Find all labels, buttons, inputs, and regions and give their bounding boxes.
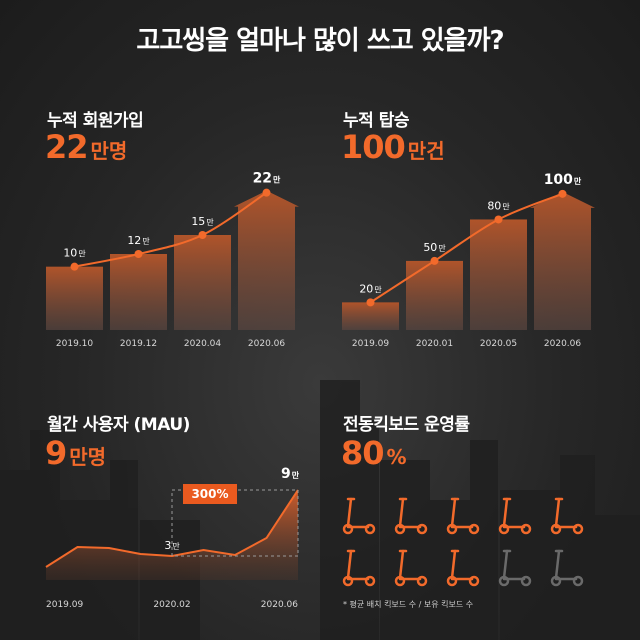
scooter-pictogram bbox=[342, 496, 593, 596]
members-x-tick: 2019.10 bbox=[56, 339, 93, 349]
scooter-active-icon bbox=[342, 549, 376, 587]
scooter-active-icon bbox=[550, 497, 584, 535]
rides-point bbox=[366, 298, 375, 307]
mau-big-unit: 만명 bbox=[69, 445, 107, 469]
members-big-number: 22 bbox=[45, 128, 89, 166]
members-bar bbox=[174, 235, 231, 330]
rides-bar bbox=[470, 219, 527, 330]
mau-x-tick: 2020.02 bbox=[153, 600, 190, 610]
members-point bbox=[262, 188, 271, 197]
rides-value-label: 80만 bbox=[487, 199, 510, 212]
rides-x-tick: 2019.09 bbox=[352, 339, 389, 349]
members-x-tick: 2020.04 bbox=[184, 339, 221, 349]
scooter-active-icon bbox=[498, 497, 532, 535]
members-x-tick: 2020.06 bbox=[248, 339, 285, 349]
rides-x-tick: 2020.05 bbox=[480, 339, 517, 349]
members-point bbox=[134, 250, 143, 258]
scooter-inactive-icon bbox=[550, 549, 584, 587]
members-bar bbox=[234, 190, 299, 330]
members-point bbox=[70, 262, 79, 271]
rides-point bbox=[558, 189, 567, 198]
rides-bar bbox=[530, 191, 595, 330]
scooter-active-icon bbox=[394, 549, 428, 587]
rides-x-tick: 2020.06 bbox=[544, 339, 581, 349]
members-value-label: 15만 bbox=[191, 215, 214, 228]
members-panel-title: 누적 회원가입 bbox=[47, 111, 144, 131]
mau-max-label: 9만 bbox=[281, 466, 300, 482]
page-title: 고고씽을 얼마나 많이 쓰고 있을까? bbox=[136, 26, 504, 56]
rides-x-tick: 2020.01 bbox=[416, 339, 453, 349]
members-point bbox=[198, 231, 207, 239]
members-big-value: 22 만명 bbox=[45, 128, 127, 166]
operation-big-value: 80% bbox=[341, 434, 407, 472]
members-bar-chart: 10만 2019.10 12만 2019.12 15만 2020.04 22만 2020.06 bbox=[46, 171, 299, 349]
scooter-active-icon bbox=[394, 497, 428, 535]
scooter-active-icon bbox=[446, 549, 480, 587]
rides-bar-chart: 20만 2019.09 50만 2020.01 80만 2020.05 100만 2020.0… bbox=[342, 172, 595, 349]
members-bar bbox=[110, 254, 167, 330]
rides-big-unit: 만건 bbox=[407, 139, 445, 163]
rides-value-label: 20만 bbox=[359, 282, 382, 295]
rides-bar bbox=[342, 302, 399, 330]
scooter-active-icon bbox=[446, 497, 480, 535]
mau-big-value: 9 만명 bbox=[45, 434, 106, 472]
operation-big-unit: % bbox=[386, 445, 407, 469]
members-x-tick: 2019.12 bbox=[120, 339, 157, 349]
mau-area-chart: 3만 9만 2019.09 2020.02 2020.06 bbox=[45, 466, 300, 610]
operation-big-number: 80 bbox=[341, 434, 385, 472]
members-value-label: 22만 bbox=[253, 171, 281, 187]
rides-value-label: 50만 bbox=[423, 241, 446, 254]
rides-point bbox=[430, 256, 439, 265]
rides-trend-line bbox=[369, 192, 563, 304]
mau-area bbox=[46, 490, 298, 580]
operation-footnote: * 평균 배치 킥보드 수 / 보유 킥보드 수 bbox=[343, 600, 474, 609]
rides-bar bbox=[406, 260, 463, 330]
mau-x-tick: 2019.09 bbox=[46, 600, 83, 610]
members-value-label: 12만 bbox=[127, 234, 150, 247]
mau-panel-title: 월간 사용자 (MAU) bbox=[47, 415, 190, 435]
rides-big-number: 100 bbox=[341, 128, 406, 166]
scooter-active-icon bbox=[342, 497, 376, 535]
scooter-inactive-icon bbox=[498, 549, 532, 587]
mau-x-tick: 2020.06 bbox=[261, 600, 298, 610]
mau-min-label: 3만 bbox=[164, 539, 180, 552]
operation-panel-title: 전동킥보드 운영률 bbox=[343, 415, 470, 435]
members-big-unit: 만명 bbox=[90, 139, 128, 163]
members-value-label: 10만 bbox=[63, 247, 86, 260]
members-bar bbox=[46, 266, 103, 330]
rides-value-label: 100만 bbox=[544, 172, 582, 188]
rides-point bbox=[494, 215, 503, 224]
mau-big-number: 9 bbox=[45, 434, 67, 472]
rides-big-value: 100 만건 bbox=[341, 128, 445, 166]
growth-badge: 300% bbox=[183, 484, 237, 504]
members-trend-line bbox=[74, 191, 268, 268]
rides-panel-title: 누적 탑승 bbox=[343, 111, 409, 131]
